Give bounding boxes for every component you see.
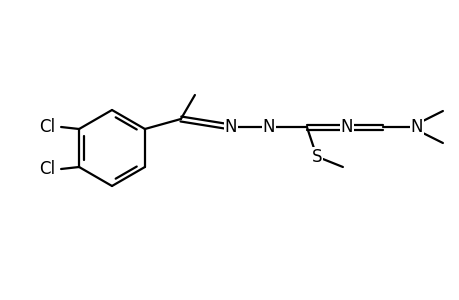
- Text: N: N: [340, 118, 353, 136]
- Text: N: N: [410, 118, 422, 136]
- Text: N: N: [224, 118, 237, 136]
- Text: Cl: Cl: [39, 160, 55, 178]
- Text: Cl: Cl: [39, 118, 55, 136]
- Text: N: N: [262, 118, 274, 136]
- Text: S: S: [311, 148, 321, 166]
